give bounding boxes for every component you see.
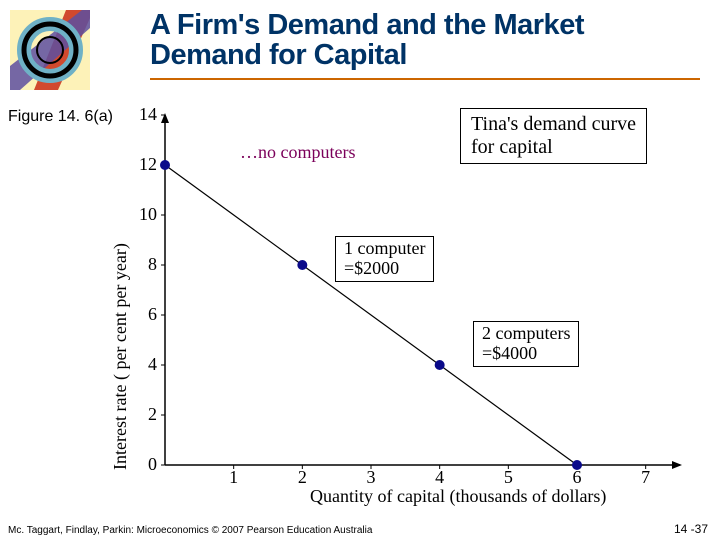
y-tick-label: 12	[127, 154, 157, 175]
annotation-one-computer: 1 computer=$2000	[335, 236, 434, 282]
credit-text: Mc. Taggart, Findlay, Parkin: Microecono…	[8, 525, 372, 536]
y-tick-label: 6	[127, 304, 157, 325]
x-axis-label: Quantity of capital (thousands of dollar…	[310, 486, 606, 507]
x-tick-label: 2	[292, 467, 312, 488]
page-number: 14 -37	[674, 522, 708, 536]
legend-box: Tina's demand curve for capital	[460, 108, 647, 164]
x-tick-label: 5	[498, 467, 518, 488]
x-tick-label: 1	[224, 467, 244, 488]
y-tick-label: 2	[127, 404, 157, 425]
slide: A Firm's Demand and the Market Demand fo…	[0, 0, 720, 540]
x-tick-label: 4	[430, 467, 450, 488]
annotation-no-computers: …no computers	[240, 142, 355, 163]
y-tick-label: 14	[127, 104, 157, 125]
y-tick-label: 8	[127, 254, 157, 275]
annotation-two-computers: 2 computers=$4000	[473, 321, 579, 367]
x-tick-label: 7	[636, 467, 656, 488]
y-tick-label: 0	[127, 454, 157, 475]
y-tick-label: 10	[127, 204, 157, 225]
x-tick-label: 6	[567, 467, 587, 488]
y-tick-label: 4	[127, 354, 157, 375]
x-tick-label: 3	[361, 467, 381, 488]
